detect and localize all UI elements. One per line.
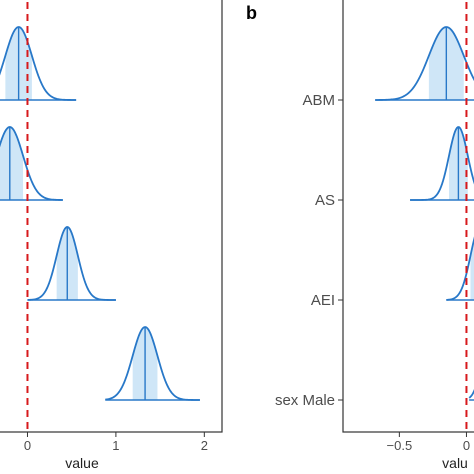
- panel-a: 0 1 2 value: [0, 0, 223, 471]
- panel-b-label: b: [246, 3, 257, 23]
- ridge-density-curve: [105, 326, 200, 401]
- density-ridge: [446, 236, 474, 301]
- x-tick-label: 2: [201, 438, 208, 453]
- density-ridge: [105, 326, 200, 401]
- panel-a-plot-frame: [0, 0, 223, 433]
- density-ridge: [27, 226, 116, 301]
- ridge-density-curve: [27, 226, 116, 301]
- density-ridge: [0, 26, 77, 101]
- x-tick-label: 1: [112, 438, 119, 453]
- y-category-label: AS: [315, 192, 335, 209]
- y-category-label: ABM: [302, 92, 335, 109]
- y-category-label: sex Male: [275, 392, 335, 409]
- x-tick-label: 0: [24, 438, 31, 453]
- ridge-density-curve: [410, 126, 474, 201]
- panel-b-x-axis-title: valu: [442, 455, 468, 471]
- ridge-density-curve: [468, 388, 474, 399]
- panel-b-y-ticks: ABM AS AEI sex Male: [275, 92, 343, 409]
- panel-a-ridges: [0, 26, 200, 401]
- ridge-density-curve: [446, 236, 474, 301]
- panel-b-plot-frame: [342, 0, 474, 433]
- ridge-interval-fill: [470, 239, 474, 300]
- panel-b: b ABM AS AEI sex Male −0.5 0 valu: [246, 0, 474, 471]
- density-ridge: [375, 26, 474, 101]
- x-tick-label: 0: [463, 438, 470, 453]
- panel-b-ridges: [375, 26, 474, 401]
- density-ridge: [0, 126, 63, 201]
- density-ridge: [410, 126, 474, 201]
- ridge-density-curve: [0, 26, 77, 101]
- ridge-density-curve: [375, 26, 474, 101]
- y-category-label: AEI: [311, 292, 335, 309]
- x-tick-label: −0.5: [387, 438, 413, 453]
- panel-a-x-axis-title: value: [65, 455, 99, 471]
- panel-a-x-ticks: 0 1 2: [24, 432, 208, 453]
- ridge-density-curve: [0, 126, 63, 201]
- panel-b-x-ticks: −0.5 0: [387, 432, 470, 453]
- density-ridge: [468, 388, 474, 401]
- ridge-interval-fill: [0, 127, 24, 200]
